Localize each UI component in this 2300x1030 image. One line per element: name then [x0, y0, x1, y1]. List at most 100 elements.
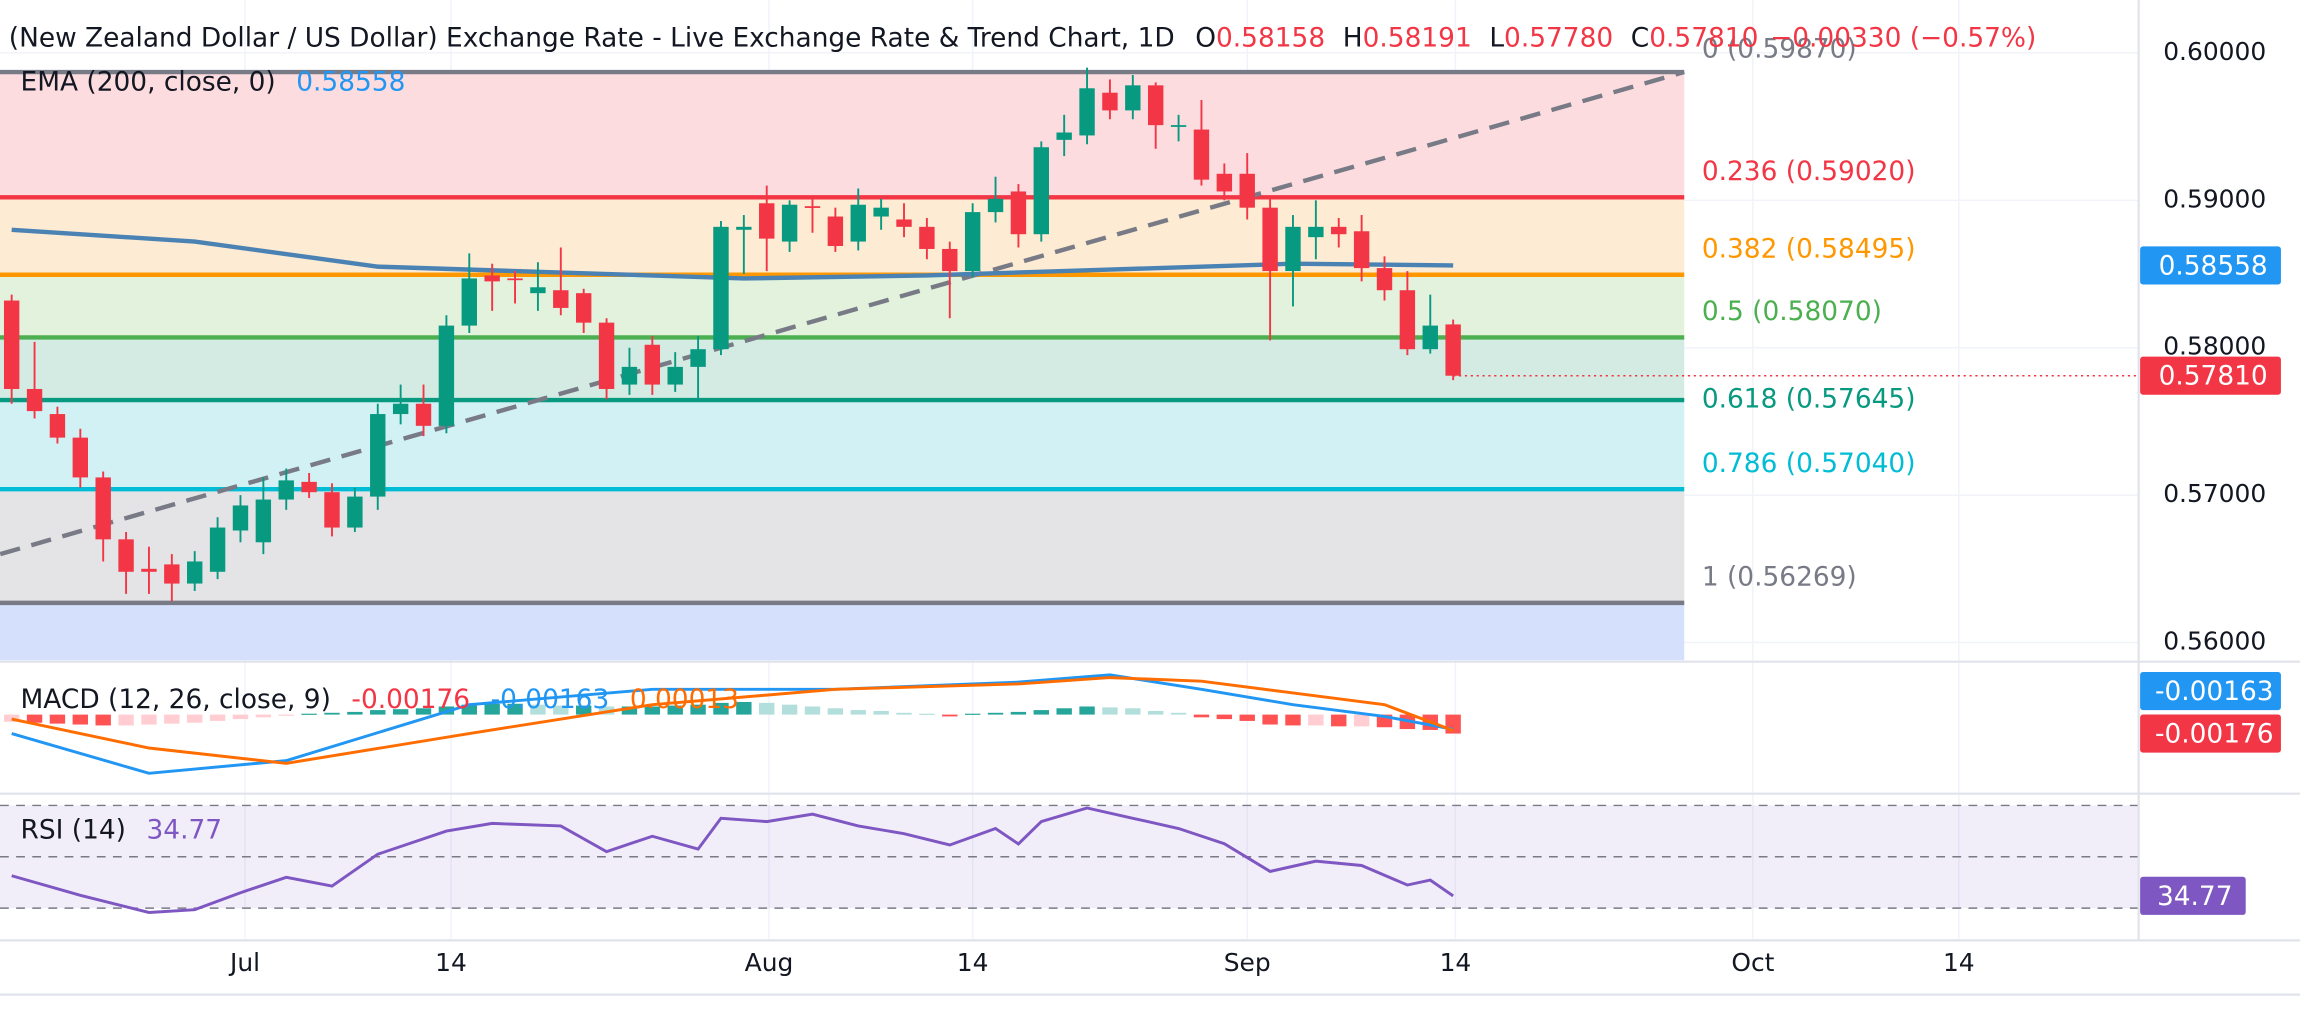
macd-histogram-bar: [392, 709, 409, 715]
rsi-value: 34.77: [147, 814, 223, 845]
macd-legend-value: 0.00013: [630, 683, 739, 714]
macd-histogram-bar: [644, 706, 661, 715]
candle-body: [873, 207, 889, 217]
macd-histogram-bar: [347, 711, 363, 715]
macd-histogram-bar: [759, 702, 775, 715]
candle-body: [1376, 268, 1393, 291]
trend-line: [0, 69, 1685, 557]
fib-label: 0.5 (0.58070): [1702, 296, 1882, 327]
ohlc-letter: L: [1489, 22, 1504, 53]
candle-body: [1102, 92, 1118, 111]
macd-tag: [2140, 714, 2281, 753]
ohlc-letter: C: [1631, 22, 1649, 53]
signal-line: [11, 676, 1454, 765]
candle-body: [484, 275, 500, 282]
macd-legend: MACD (12, 26, close, 9) -0.00176 -0.00163 0…: [21, 683, 739, 714]
macd-histogram-bar: [1079, 706, 1095, 715]
change-value: −0.00330 (−0.57%): [1770, 22, 2036, 53]
candle-body: [621, 366, 638, 385]
macd-histogram-bar: [209, 714, 226, 721]
macd-histogram-bar: [3, 714, 20, 722]
x-tick-label: Jul: [228, 948, 260, 977]
rsi-line: [11, 806, 1454, 914]
macd-histogram-bar: [370, 710, 386, 715]
macd-tag-label: -0.00176: [2155, 719, 2274, 750]
candle-body: [187, 561, 203, 584]
macd-histogram-bar: [164, 714, 180, 724]
candle-body: [1079, 88, 1095, 136]
price-pane: 0 (0.59870) 0.236 (0.59020) 0.382 (0.58495…: [0, 34, 2139, 661]
y-tick-label: 0.59000: [2163, 184, 2266, 213]
candle-body: [644, 344, 661, 385]
candle-body: [72, 437, 89, 478]
x-tick-label: 14: [1440, 948, 1472, 977]
candle-body: [118, 539, 134, 572]
chart-title: (New Zealand Dollar / US Dollar) Exchang…: [9, 22, 1175, 53]
candle-body: [232, 505, 249, 531]
price-tag: [2140, 246, 2281, 285]
candle-body: [347, 496, 363, 528]
macd-histogram-bar: [415, 708, 432, 715]
candle-body: [896, 219, 912, 227]
macd-tag-label: -0.00163: [2155, 676, 2274, 707]
candle-body: [1331, 226, 1347, 235]
candle-body: [690, 349, 706, 367]
macd-histogram-bar: [1125, 708, 1141, 715]
macd-histogram-bar: [141, 714, 157, 725]
x-tick-label: Sep: [1224, 948, 1271, 977]
candle-body: [1125, 85, 1141, 111]
ohlc-value: 0.57810: [1649, 22, 1758, 53]
candle-body: [804, 206, 821, 208]
y-tick-label: 0.60000: [2163, 37, 2266, 66]
candle-body: [1239, 173, 1255, 208]
macd-histogram-bar: [804, 706, 821, 715]
macd-histogram-bar: [1353, 714, 1370, 727]
candle-body: [49, 414, 66, 438]
macd-histogram-bar: [26, 714, 43, 723]
ohlc-value: 0.58191: [1363, 22, 1472, 53]
ema-value: 0.58558: [296, 66, 405, 97]
fib-label: 0.382 (0.58495): [1702, 233, 1916, 264]
candle-body: [1399, 290, 1416, 350]
macd-histogram-bar: [72, 714, 89, 725]
legends: (New Zealand Dollar / US Dollar) Exchang…: [9, 22, 2036, 845]
candle-body: [667, 366, 683, 385]
candle-body: [987, 198, 1004, 213]
candle-body: [324, 492, 340, 528]
x-tick-label: 14: [957, 948, 989, 977]
candle-body: [530, 287, 546, 294]
macd-histogram-bar: [667, 705, 683, 715]
candle-body: [95, 477, 111, 540]
candle-body: [1033, 147, 1049, 235]
candle-body: [141, 568, 157, 572]
macd-histogram-bar: [324, 712, 340, 715]
candle-body: [392, 403, 409, 415]
fib-label: 0 (0.59870): [1702, 34, 1857, 65]
candle-body: [209, 527, 226, 572]
ohlc-letter: O: [1195, 22, 1216, 53]
candle-body: [781, 204, 798, 242]
macd-histogram-bar: [118, 714, 134, 726]
candle-body: [827, 216, 844, 247]
candle-body: [255, 499, 272, 543]
axes: Jul 14 Aug 14 Sep 14 Oct 14 0.60000 0.59000 0.5800…: [0, 0, 2300, 996]
candle-body: [759, 203, 775, 239]
candle-body: [575, 293, 592, 323]
macd-histogram-bar: [1147, 710, 1164, 715]
macd-histogram-bar: [896, 712, 912, 715]
candle-body: [850, 204, 866, 242]
macd-tag: [2140, 671, 2281, 711]
candle-body: [1170, 125, 1187, 127]
macd-histogram-bar: [964, 713, 981, 715]
price-tag-label: 0.57810: [2159, 361, 2268, 392]
y-tick-label: 0.56000: [2163, 627, 2266, 656]
macd-histogram-bar: [1056, 708, 1072, 715]
candle-body: [164, 564, 180, 584]
y-tick-label: 0.58000: [2163, 332, 2266, 361]
candle-body: [713, 226, 729, 350]
candle-body: [461, 278, 477, 326]
macd-histogram-bar: [919, 713, 935, 715]
macd-histogram-bar: [1010, 711, 1027, 715]
macd-histogram-bar: [1216, 714, 1233, 720]
